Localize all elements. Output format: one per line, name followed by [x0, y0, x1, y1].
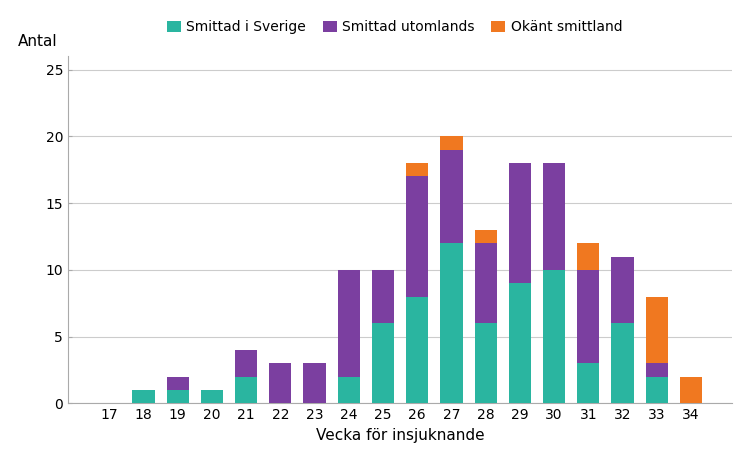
Bar — [646, 377, 668, 403]
Bar — [372, 323, 394, 403]
Bar — [578, 243, 599, 270]
Bar — [440, 150, 463, 243]
Bar — [646, 363, 668, 377]
Bar — [680, 377, 702, 403]
Bar — [167, 390, 189, 403]
Bar — [406, 296, 428, 403]
Bar — [270, 363, 291, 403]
Bar — [440, 136, 463, 150]
Bar — [475, 243, 497, 323]
Bar — [406, 163, 428, 176]
Bar — [612, 257, 633, 323]
Bar — [475, 230, 497, 243]
Bar — [440, 243, 463, 403]
Text: Antal: Antal — [18, 34, 57, 49]
Bar — [509, 283, 531, 403]
Bar — [132, 390, 155, 403]
Bar — [337, 270, 360, 377]
Bar — [578, 363, 599, 403]
Bar — [578, 270, 599, 363]
Bar — [167, 377, 189, 390]
Bar — [235, 350, 257, 377]
Bar — [509, 163, 531, 283]
Bar — [406, 176, 428, 296]
Bar — [201, 390, 223, 403]
Bar — [337, 377, 360, 403]
Bar — [304, 363, 325, 403]
Bar — [543, 270, 565, 403]
Bar — [646, 296, 668, 363]
Bar — [235, 377, 257, 403]
X-axis label: Vecka för insjuknande: Vecka för insjuknande — [316, 428, 485, 443]
Bar — [543, 163, 565, 270]
Bar — [475, 323, 497, 403]
Legend: Smittad i Sverige, Smittad utomlands, Okänt smittland: Smittad i Sverige, Smittad utomlands, Ok… — [162, 15, 628, 40]
Bar — [372, 270, 394, 323]
Bar — [612, 323, 633, 403]
